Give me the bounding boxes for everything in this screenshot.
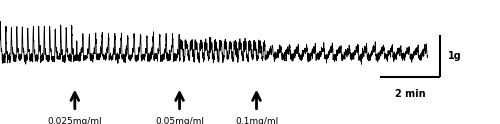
Text: 1g: 1g — [448, 51, 461, 61]
Text: 0.05mg/ml: 0.05mg/ml — [155, 117, 204, 124]
Text: 0.1mg/ml: 0.1mg/ml — [235, 117, 278, 124]
Text: 0.025mg/ml: 0.025mg/ml — [48, 117, 102, 124]
Text: 2 min: 2 min — [394, 89, 426, 99]
